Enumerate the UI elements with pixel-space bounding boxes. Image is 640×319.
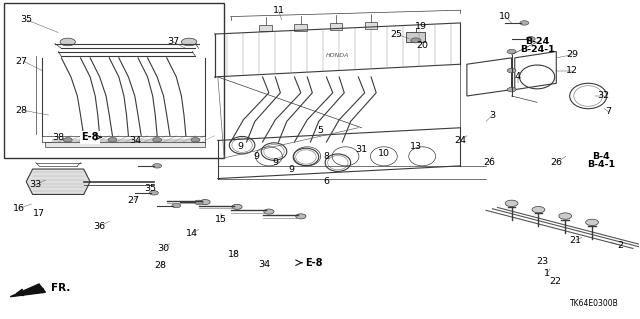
Text: 33: 33 <box>29 181 42 189</box>
Text: B-4: B-4 <box>592 152 610 161</box>
Circle shape <box>507 68 516 73</box>
Text: 10: 10 <box>378 149 390 158</box>
Text: 37: 37 <box>167 38 179 47</box>
Text: 15: 15 <box>215 215 227 224</box>
Text: 27: 27 <box>127 196 140 205</box>
Circle shape <box>172 203 180 208</box>
Circle shape <box>526 37 535 41</box>
Text: FR.: FR. <box>51 283 70 293</box>
Text: 21: 21 <box>570 236 582 245</box>
Text: 2: 2 <box>617 241 623 250</box>
Text: 9: 9 <box>237 142 243 151</box>
Text: 27: 27 <box>15 56 27 65</box>
Text: 35: 35 <box>20 15 32 24</box>
Text: 38: 38 <box>52 133 64 142</box>
Text: 13: 13 <box>410 142 422 151</box>
Circle shape <box>520 21 529 25</box>
Text: E-8: E-8 <box>305 258 323 268</box>
Text: 32: 32 <box>597 92 609 100</box>
Circle shape <box>108 137 117 142</box>
Text: 11: 11 <box>273 6 285 15</box>
Text: 1: 1 <box>544 269 550 278</box>
Circle shape <box>150 191 159 195</box>
Text: 10: 10 <box>499 12 511 21</box>
Bar <box>294 24 307 31</box>
Circle shape <box>63 137 72 142</box>
Text: 19: 19 <box>415 22 427 31</box>
Polygon shape <box>52 139 198 142</box>
Text: TK64E0300B: TK64E0300B <box>570 299 619 308</box>
Circle shape <box>60 38 76 46</box>
Bar <box>330 23 342 30</box>
Text: 4: 4 <box>515 72 521 81</box>
Circle shape <box>532 206 545 213</box>
Text: 7: 7 <box>605 108 612 116</box>
Text: 16: 16 <box>13 204 24 213</box>
Text: 31: 31 <box>355 145 367 154</box>
Text: 3: 3 <box>490 111 495 120</box>
Text: 8: 8 <box>323 152 330 161</box>
Text: 9: 9 <box>253 152 259 161</box>
Circle shape <box>264 209 274 214</box>
Text: 18: 18 <box>228 250 240 259</box>
Text: 20: 20 <box>416 41 428 50</box>
Text: 28: 28 <box>154 261 166 271</box>
Text: B-24: B-24 <box>525 38 549 47</box>
Text: 34: 34 <box>129 136 141 145</box>
Text: 26: 26 <box>550 158 563 167</box>
Text: 36: 36 <box>93 222 106 231</box>
Text: 22: 22 <box>549 277 561 286</box>
Circle shape <box>194 200 203 204</box>
Text: 25: 25 <box>390 30 403 39</box>
Text: 9: 9 <box>288 165 294 174</box>
Polygon shape <box>10 284 45 297</box>
Circle shape <box>153 137 162 142</box>
Text: 9: 9 <box>272 158 278 167</box>
Text: 34: 34 <box>258 260 270 270</box>
Text: 5: 5 <box>317 126 323 135</box>
Text: 12: 12 <box>566 66 579 75</box>
Text: 6: 6 <box>323 177 330 186</box>
Text: 23: 23 <box>536 257 548 266</box>
Text: 14: 14 <box>186 229 198 238</box>
Circle shape <box>505 200 518 206</box>
Circle shape <box>200 199 210 204</box>
Bar <box>365 22 378 29</box>
Circle shape <box>181 38 196 46</box>
Circle shape <box>153 164 162 168</box>
Circle shape <box>559 213 572 219</box>
Circle shape <box>507 87 516 92</box>
Text: E-8: E-8 <box>81 132 99 142</box>
Text: 30: 30 <box>157 244 170 253</box>
Text: 17: 17 <box>33 209 45 218</box>
Text: 29: 29 <box>566 50 579 59</box>
Text: B-24-1: B-24-1 <box>520 45 554 55</box>
Text: B-4-1: B-4-1 <box>587 160 615 169</box>
Text: HONDA: HONDA <box>326 53 349 58</box>
Circle shape <box>296 214 306 219</box>
Circle shape <box>507 49 516 54</box>
Bar <box>259 25 272 32</box>
Polygon shape <box>26 169 90 195</box>
Text: 24: 24 <box>454 136 467 145</box>
Text: 35: 35 <box>145 184 157 193</box>
Circle shape <box>191 137 200 142</box>
Bar <box>406 33 426 42</box>
Text: 28: 28 <box>15 106 27 115</box>
Circle shape <box>411 38 421 43</box>
Circle shape <box>232 204 242 209</box>
Bar <box>4 3 224 158</box>
Text: 26: 26 <box>483 158 495 167</box>
Polygon shape <box>45 142 205 147</box>
Circle shape <box>586 219 598 226</box>
